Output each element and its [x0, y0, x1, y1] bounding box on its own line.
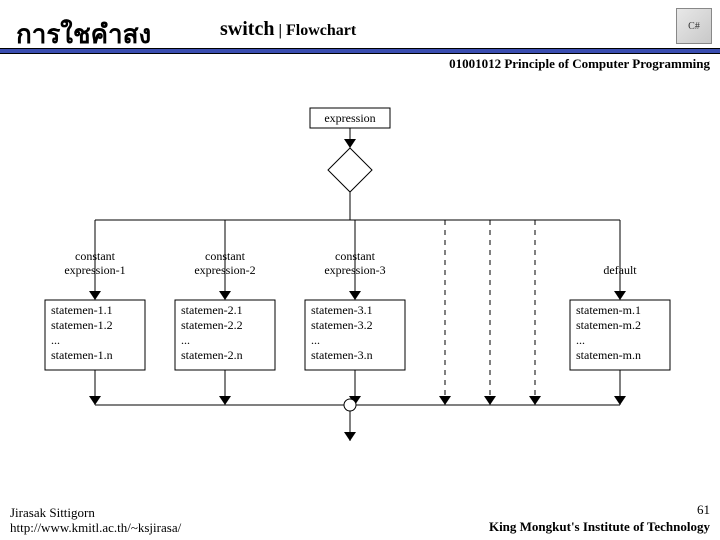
header-rule	[0, 48, 720, 54]
footer-left: Jirasak Sittigorn http://www.kmitl.ac.th…	[10, 505, 181, 536]
svg-text:...: ...	[51, 333, 60, 347]
title-right: switch | Flowchart	[220, 18, 356, 41]
svg-text:...: ...	[576, 333, 585, 347]
course-code: 01001012 Principle of Computer Programmi…	[449, 56, 710, 72]
svg-text:statemen-3.2: statemen-3.2	[311, 318, 373, 332]
separator: |	[274, 22, 286, 39]
corner-badge: C#	[676, 8, 712, 44]
svg-text:statemen-2.2: statemen-2.2	[181, 318, 243, 332]
svg-text:statemen-2.1: statemen-2.1	[181, 303, 243, 317]
institute: King Mongkut's Institute of Technology	[489, 519, 710, 536]
author-url: http://www.kmitl.ac.th/~ksjirasa/	[10, 520, 181, 536]
svg-text:statemen-1.1: statemen-1.1	[51, 303, 113, 317]
svg-text:expression-2: expression-2	[194, 263, 255, 277]
badge-text: C#	[688, 21, 700, 32]
svg-text:statemen-m.n: statemen-m.n	[576, 348, 641, 362]
svg-text:statemen-m.2: statemen-m.2	[576, 318, 641, 332]
svg-text:statemen-3.1: statemen-3.1	[311, 303, 373, 317]
subtitle: Flowchart	[286, 22, 356, 39]
flowchart: expressionconstantexpression-1statemen-1…	[0, 100, 720, 450]
switch-label: switch	[220, 18, 274, 40]
svg-text:statemen-3.n: statemen-3.n	[311, 348, 373, 362]
footer-right: 61 King Mongkut's Institute of Technolog…	[489, 502, 710, 536]
svg-text:expression-3: expression-3	[324, 263, 385, 277]
author: Jirasak Sittigorn	[10, 505, 181, 521]
svg-text:statemen-1.n: statemen-1.n	[51, 348, 113, 362]
svg-text:...: ...	[181, 333, 190, 347]
svg-text:expression: expression	[324, 111, 375, 125]
svg-text:statemen-1.2: statemen-1.2	[51, 318, 113, 332]
svg-text:statemen-2.n: statemen-2.n	[181, 348, 243, 362]
svg-text:...: ...	[311, 333, 320, 347]
svg-text:default: default	[603, 263, 637, 277]
svg-text:constant: constant	[335, 249, 376, 263]
svg-text:constant: constant	[75, 249, 116, 263]
svg-text:constant: constant	[205, 249, 246, 263]
svg-text:expression-1: expression-1	[64, 263, 125, 277]
slide-number: 61	[489, 502, 710, 519]
svg-text:statemen-m.1: statemen-m.1	[576, 303, 641, 317]
